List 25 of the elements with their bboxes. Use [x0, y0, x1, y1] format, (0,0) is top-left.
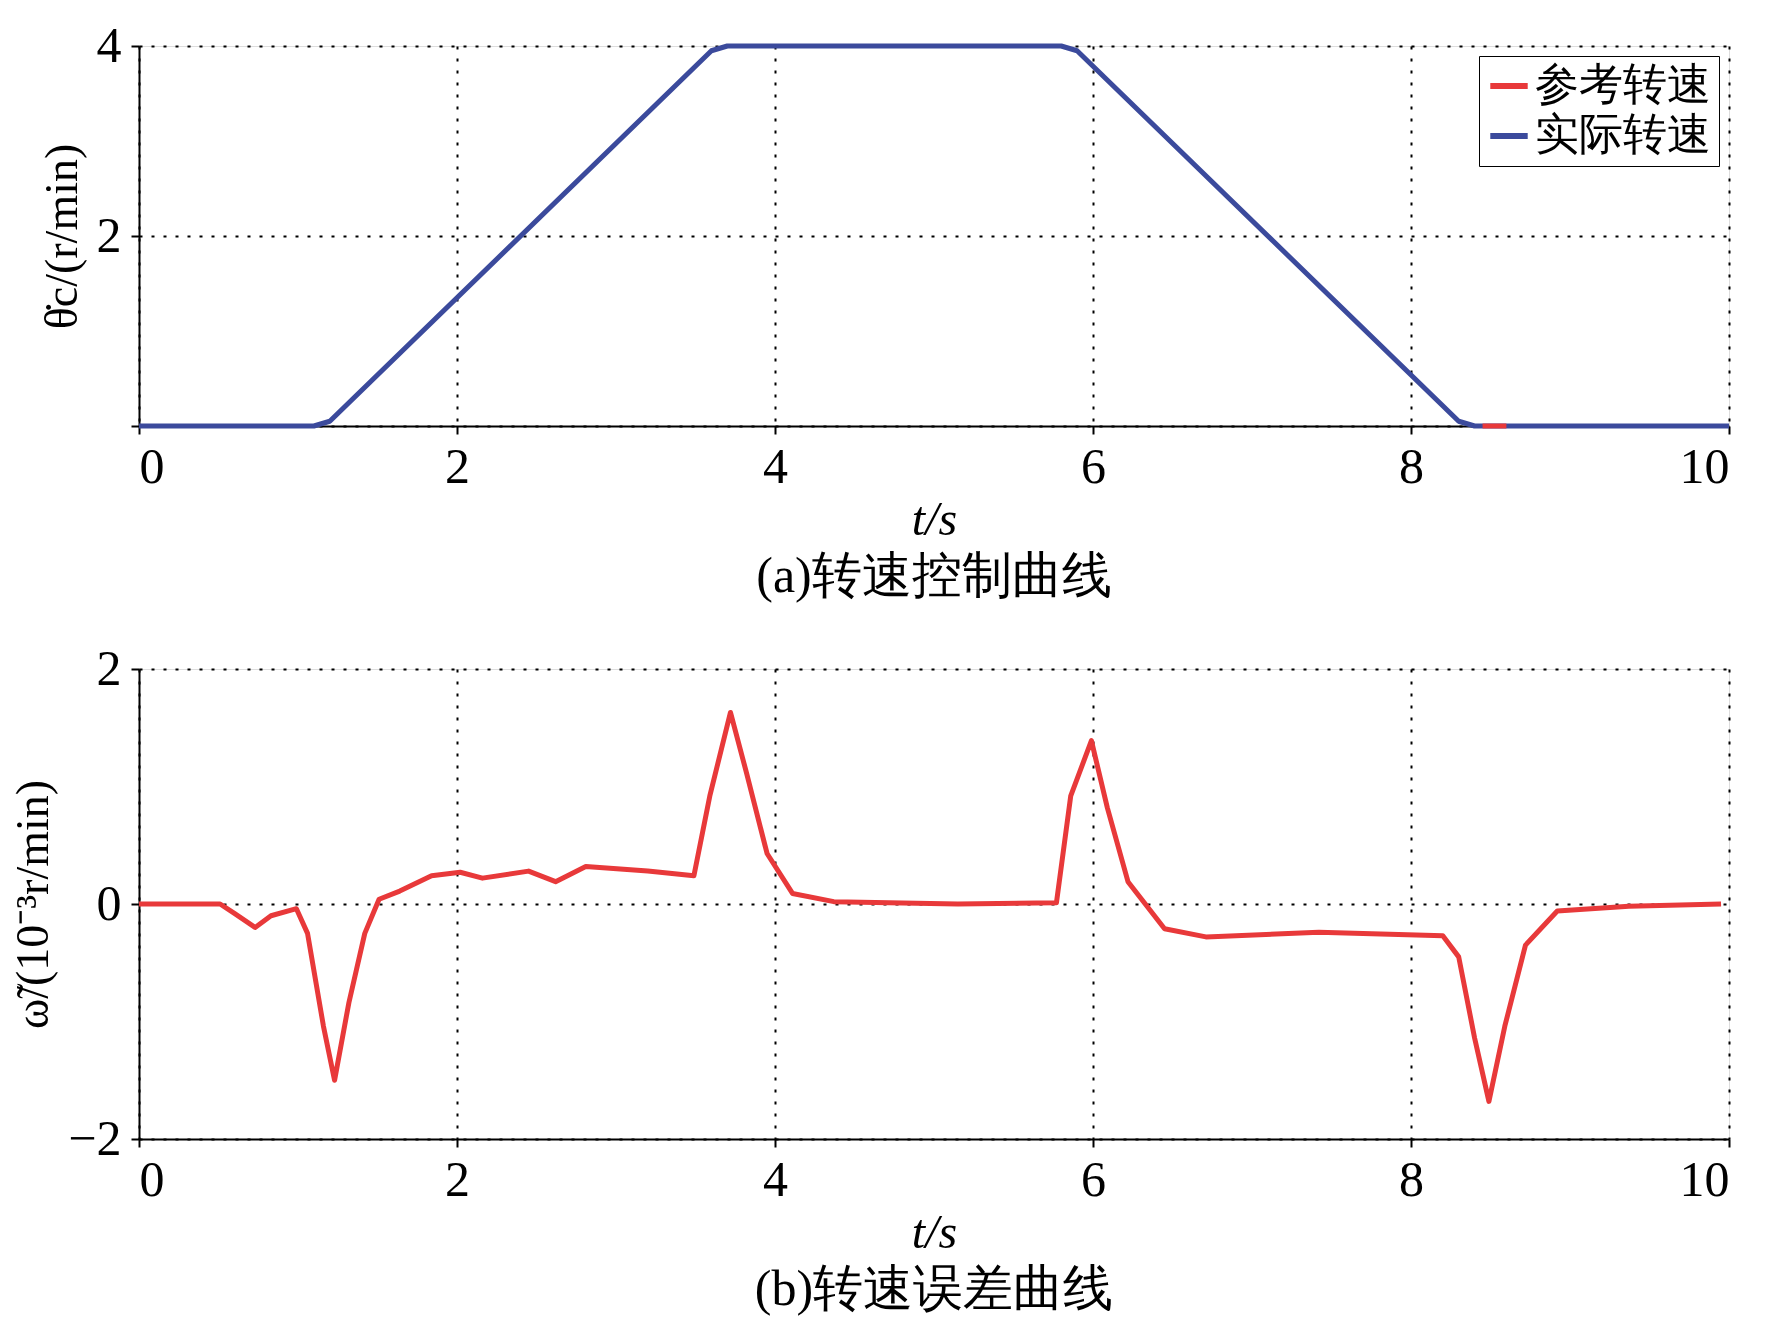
x-tick-label: 4: [763, 437, 788, 494]
x-tick-label: 10: [1679, 437, 1730, 494]
x-tick-label: 8: [1399, 1150, 1424, 1207]
x-tick-label: 6: [1081, 437, 1106, 494]
legend-label: 实际转速: [1535, 110, 1711, 159]
x-axis-title: t/s: [911, 1204, 958, 1258]
text: (a)转速控制曲线: [756, 547, 1112, 603]
y-tick-label: 2: [96, 639, 122, 696]
text: (b)转速误差曲线: [754, 1260, 1114, 1316]
x-tick-label: 0: [139, 1150, 165, 1207]
x-tick-label: 4: [763, 1150, 788, 1207]
y-tick-label: 4: [96, 16, 122, 73]
y-tick-label: −2: [68, 1109, 122, 1166]
x-tick-label: 2: [445, 1150, 470, 1207]
x-tick-label: 6: [1081, 1150, 1106, 1207]
y-axis-title: ω̃/(10⁻³r/min): [7, 779, 59, 1030]
x-tick-label: 2: [445, 437, 470, 494]
legend-label: 参考转速: [1535, 60, 1711, 109]
x-tick-label: 8: [1399, 437, 1424, 494]
x-axis-title: t/s: [911, 491, 958, 545]
y-axis-title: θ̇c/(r/min): [35, 143, 87, 330]
y-tick-label: 0: [96, 874, 122, 931]
x-tick-label: 10: [1679, 1150, 1730, 1207]
x-tick-label: 0: [139, 437, 165, 494]
y-tick-label: 2: [96, 206, 122, 263]
